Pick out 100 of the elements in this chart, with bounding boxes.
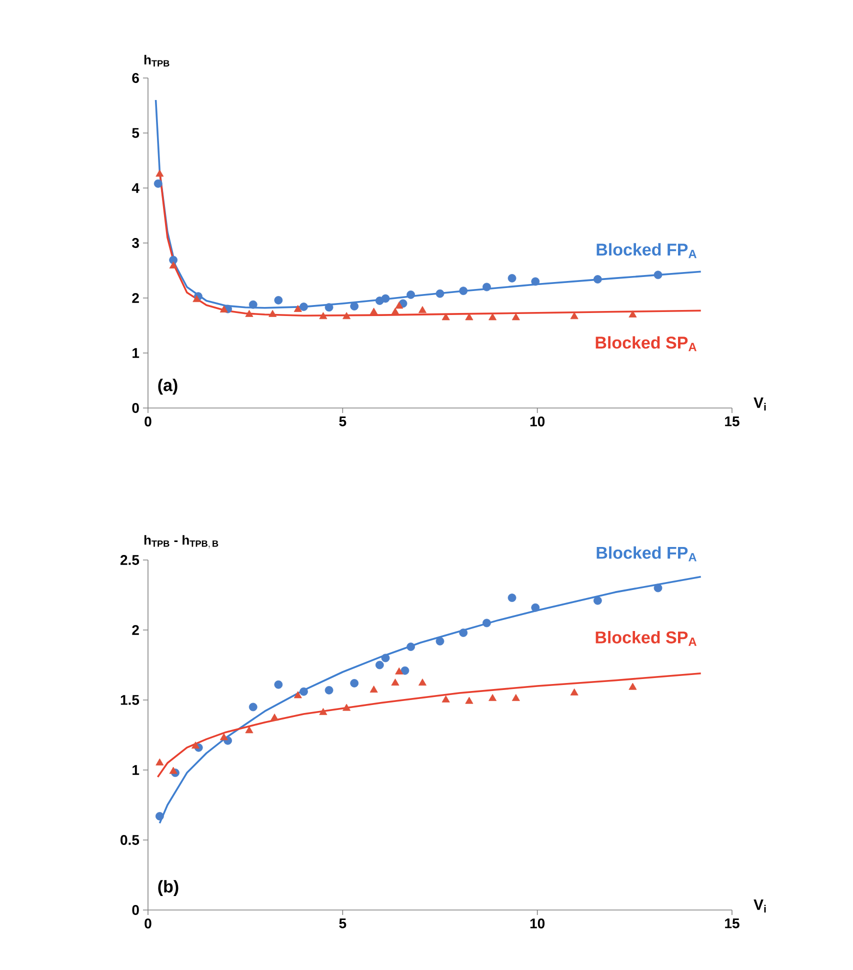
point xyxy=(488,313,497,320)
line-series xyxy=(156,672,702,778)
point xyxy=(391,678,400,686)
y-tick-label: 1.5 xyxy=(120,695,140,705)
y-tick-label: 0.5 xyxy=(120,835,140,845)
point xyxy=(381,654,390,662)
point xyxy=(465,313,474,320)
point xyxy=(245,726,254,734)
point xyxy=(154,179,162,188)
point xyxy=(459,628,468,637)
series-label: Blocked FP$_{A}$ xyxy=(596,243,697,258)
point xyxy=(395,667,404,674)
point xyxy=(418,306,426,314)
x-tick-label: 0 xyxy=(144,416,152,426)
point xyxy=(350,678,359,688)
point xyxy=(274,680,283,689)
point xyxy=(191,742,200,749)
point xyxy=(342,704,351,711)
point xyxy=(400,666,410,675)
point xyxy=(169,256,178,264)
point xyxy=(192,295,201,302)
point xyxy=(324,303,334,312)
x-tick-label: 15 xyxy=(725,416,740,426)
y-tick-label: 2 xyxy=(132,293,139,303)
point xyxy=(248,300,258,309)
point xyxy=(488,694,497,701)
point xyxy=(436,636,444,646)
point xyxy=(169,766,178,774)
point xyxy=(406,642,415,651)
y-axis-title: h$_{TPB}$ xyxy=(144,54,170,66)
point xyxy=(381,294,390,303)
point xyxy=(350,302,359,310)
point xyxy=(465,696,474,704)
line-series xyxy=(158,576,702,824)
x-tick-label: 15 xyxy=(725,918,740,928)
point xyxy=(294,691,302,698)
x-axis-title: V$_{i}$ xyxy=(754,398,766,410)
x-tick-label: 5 xyxy=(339,918,346,928)
point xyxy=(628,310,637,318)
series-label: Blocked FP$_{A}$ xyxy=(596,546,697,562)
point xyxy=(319,312,328,320)
x-tick-label: 10 xyxy=(530,918,545,928)
y-tick-label: 3 xyxy=(132,238,139,248)
point xyxy=(395,302,404,309)
point xyxy=(268,310,277,317)
y-tick-label: 2 xyxy=(132,625,139,635)
point xyxy=(459,286,468,296)
y-tick-label: 2.5 xyxy=(120,555,140,565)
point xyxy=(155,812,164,820)
point xyxy=(628,682,637,690)
point xyxy=(169,262,178,268)
point xyxy=(654,270,662,280)
point xyxy=(593,596,602,605)
point xyxy=(531,603,540,612)
point xyxy=(570,312,578,320)
point xyxy=(370,308,378,315)
y-tick-label: 5 xyxy=(132,128,140,138)
point xyxy=(512,694,520,701)
point xyxy=(156,758,164,766)
series-label: Blocked SP$_{A}$ xyxy=(596,336,697,352)
annotation: (a) xyxy=(158,378,178,395)
x-tick-label: 10 xyxy=(530,416,545,426)
point xyxy=(654,584,662,592)
point xyxy=(220,733,228,740)
point xyxy=(436,289,444,298)
point xyxy=(593,275,602,284)
point xyxy=(375,660,384,670)
point xyxy=(300,302,308,311)
point xyxy=(570,688,578,696)
point xyxy=(508,274,516,282)
y-tick-label: 0 xyxy=(132,403,139,413)
point xyxy=(406,290,415,299)
point xyxy=(220,305,228,312)
point xyxy=(531,277,540,286)
y-tick-label: 4 xyxy=(132,183,140,193)
y-tick-label: 1 xyxy=(132,348,140,358)
y-tick-label: 0 xyxy=(132,905,139,915)
point xyxy=(418,678,426,686)
x-tick-label: 0 xyxy=(144,918,152,928)
point xyxy=(319,708,328,715)
point xyxy=(508,594,516,602)
point xyxy=(482,282,491,292)
y-axis-title: $\mathbf{h_{TPB}\textbf{ - }h_{TPB,\,B}}$ xyxy=(144,535,218,548)
y-tick-label: 1 xyxy=(132,765,140,775)
point xyxy=(300,687,308,696)
point xyxy=(294,304,302,312)
x-axis-title: V$_{i}$ xyxy=(754,900,766,912)
point xyxy=(370,686,378,693)
point xyxy=(274,296,283,304)
point xyxy=(248,702,258,712)
point xyxy=(324,686,334,694)
point xyxy=(270,714,279,721)
x-tick-label: 5 xyxy=(339,416,346,426)
point xyxy=(512,313,520,320)
point xyxy=(391,308,400,315)
y-tick-label: 6 xyxy=(132,73,139,83)
point xyxy=(342,312,351,320)
point xyxy=(482,618,491,628)
point xyxy=(442,695,450,702)
annotation: (b) xyxy=(158,880,178,896)
